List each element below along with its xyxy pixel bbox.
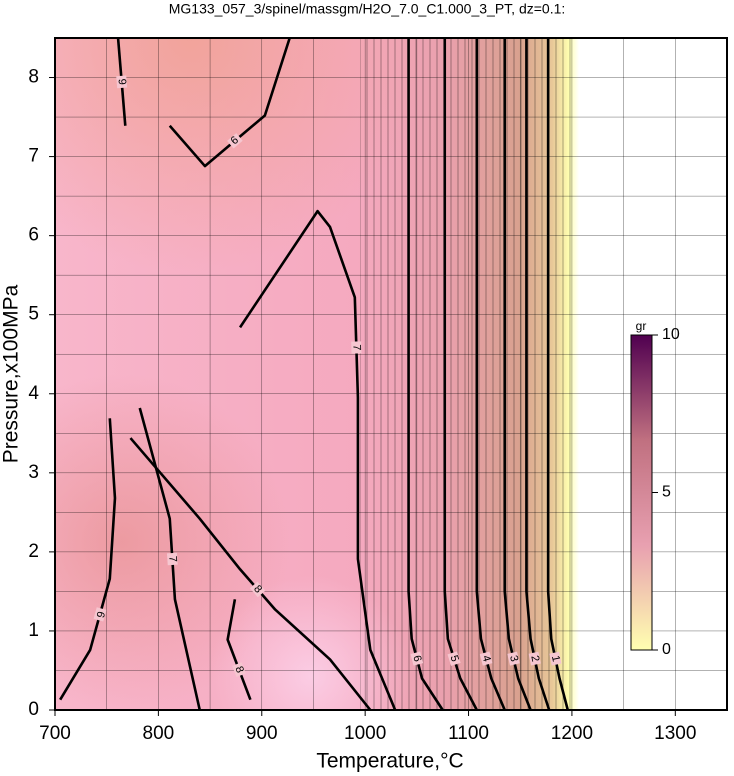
contour-line <box>475 38 506 711</box>
y-axis-label: Pressure,x100MPa <box>0 284 23 463</box>
y-tick-label: 4 <box>28 383 39 404</box>
contour-label-bg <box>507 651 520 666</box>
colorbar-label: gr <box>636 319 647 333</box>
contour-label-bg <box>528 651 541 666</box>
contour-label-bg <box>227 133 243 149</box>
contour-label: 9 <box>116 78 128 85</box>
contour-label-bg <box>249 581 266 598</box>
contour-label-bg <box>351 341 362 354</box>
contour-label: 5 <box>448 654 461 663</box>
contour-label: 7 <box>350 344 362 350</box>
colorbar-tick-label: 0 <box>662 641 671 658</box>
y-tick-label: 6 <box>28 225 39 246</box>
x-tick-label: 1300 <box>654 723 696 744</box>
y-tick-label: 8 <box>28 67 39 88</box>
contour-line <box>59 418 117 701</box>
chart-title: MG133_057_3/spinel/massgm/H2O_7.0_C1.000… <box>169 1 566 17</box>
colorbar <box>630 334 653 651</box>
colorbar-tick-label: 10 <box>662 326 680 343</box>
contour-label: 8 <box>232 665 245 675</box>
x-axis-label: Temperature,°C <box>316 750 463 773</box>
contour-label: 2 <box>528 654 541 662</box>
y-tick-label: 3 <box>28 462 39 483</box>
contour-label-bg <box>549 651 562 666</box>
plot-area <box>55 38 727 710</box>
contour-label-bg <box>232 662 246 678</box>
contour-label: 3 <box>507 654 520 663</box>
x-tick-label: 1000 <box>344 723 386 744</box>
x-tick-label: 900 <box>246 723 278 744</box>
x-tick-label: 1200 <box>551 723 593 744</box>
contour-label: 6 <box>93 610 106 619</box>
y-tick-label: 7 <box>28 146 39 167</box>
contour-line <box>407 38 444 711</box>
contour-label-bg <box>410 651 424 666</box>
frame <box>54 37 728 711</box>
contour-label: 7 <box>166 556 178 563</box>
contour-line <box>226 599 252 701</box>
contour-label-bg <box>116 75 128 89</box>
contour-label: 1 <box>549 654 562 662</box>
y-tick-label: 0 <box>28 699 39 720</box>
contour-label-bg <box>479 651 493 666</box>
contour-line <box>503 38 532 711</box>
colorbar-tick-label: 5 <box>662 484 671 501</box>
y-tick-label: 2 <box>28 541 39 562</box>
contour-label: 4 <box>480 654 493 663</box>
thin-contours <box>360 38 572 710</box>
contour-line <box>443 38 478 711</box>
x-tick-label: 800 <box>143 723 175 744</box>
y-tick-label: 5 <box>28 304 39 325</box>
contour-label-bg <box>166 552 178 566</box>
contour-label-bg <box>93 607 107 622</box>
contour-label-bg <box>447 651 461 666</box>
contour-line <box>525 38 551 711</box>
x-tick-label: 1100 <box>448 723 489 744</box>
y-tick-label: 1 <box>28 620 39 641</box>
contour-line <box>546 38 570 711</box>
x-tick-label: 700 <box>39 723 71 744</box>
contour-label: 6 <box>410 654 423 663</box>
